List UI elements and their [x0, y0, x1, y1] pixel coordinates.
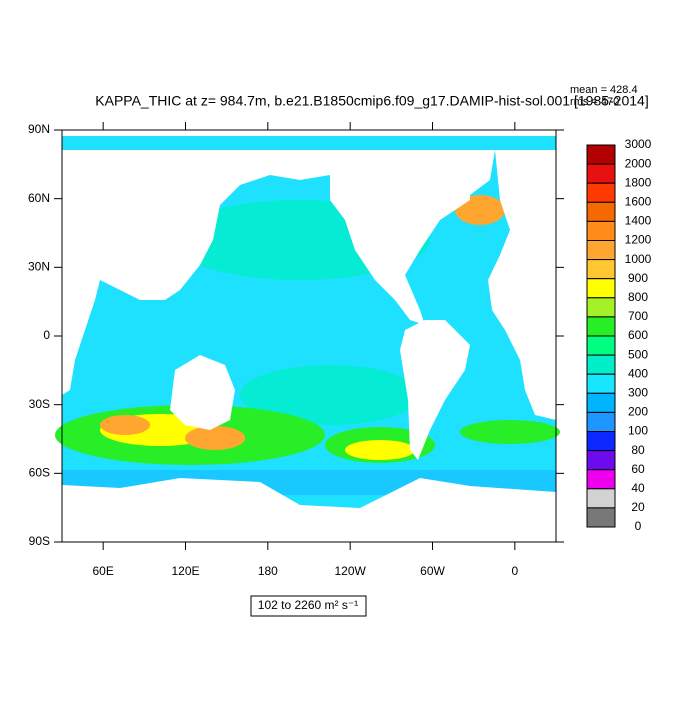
- mean-label: mean = 428.4: [570, 84, 638, 96]
- colorbar-label: 2000: [625, 156, 652, 170]
- y-tick-label: 60S: [29, 466, 50, 480]
- colorbar-box: [586, 488, 616, 509]
- band: [460, 420, 560, 444]
- colorbar-label: 800: [628, 290, 648, 304]
- colorbar-label: 0: [635, 519, 642, 533]
- colorbar-label: 1600: [625, 194, 652, 208]
- x-tick-label: 120E: [171, 564, 199, 578]
- colorbar-box: [586, 354, 616, 375]
- y-tick-label: 90S: [29, 534, 50, 548]
- y-tick-label: 90N: [28, 122, 50, 136]
- x-tick-label: 60W: [420, 564, 445, 578]
- y-tick-label: 30S: [29, 397, 50, 411]
- land: [440, 150, 495, 195]
- colorbar-label: 600: [628, 328, 648, 342]
- colorbar-box: [586, 220, 616, 241]
- land: [62, 478, 556, 542]
- colorbar-label: 20: [631, 500, 645, 514]
- y-tick-label: 60N: [28, 191, 50, 205]
- map: [55, 129, 560, 543]
- land: [400, 320, 470, 460]
- band: [100, 415, 150, 435]
- y-tick-label: 0: [43, 328, 50, 342]
- x-tick-label: 120W: [334, 564, 366, 578]
- colorbar-label: 3000: [625, 137, 652, 151]
- land: [62, 150, 330, 395]
- land: [330, 150, 470, 325]
- colorbar-label: 200: [628, 405, 648, 419]
- colorbar-box: [586, 163, 616, 184]
- colorbar-box: [586, 259, 616, 280]
- colorbar-label: 1000: [625, 252, 652, 266]
- colorbar-label: 1400: [625, 214, 652, 228]
- colorbar-box: [586, 316, 616, 337]
- colorbar-label: 60: [631, 462, 645, 476]
- x-tick-label: 180: [258, 564, 278, 578]
- colorbar-box: [586, 297, 616, 318]
- colorbar-label: 1200: [625, 233, 652, 247]
- range-box: [250, 595, 367, 617]
- band: [455, 195, 505, 225]
- gyre: [240, 365, 420, 425]
- x-tick-label: 0: [511, 564, 518, 578]
- colorbar-label: 100: [628, 424, 648, 438]
- y-tick-label: 30N: [28, 260, 50, 274]
- colorbar-label: 300: [628, 385, 648, 399]
- colorbar-box: [586, 335, 616, 356]
- colorbar-label: 40: [631, 481, 645, 495]
- colorbar-box: [586, 182, 616, 203]
- colorbar-box: [586, 411, 616, 432]
- colorbar-label: 700: [628, 309, 648, 323]
- colorbar-label: 1800: [625, 175, 652, 189]
- band: [345, 440, 415, 460]
- colorbar-box: [586, 431, 616, 452]
- land: [488, 150, 556, 420]
- rms-label: rms = 470: [570, 96, 619, 108]
- land: [170, 355, 235, 430]
- range-label: 102 to 2260 m² s⁻¹: [258, 598, 358, 612]
- colorbar-box: [586, 450, 616, 471]
- x-tick-label: 60E: [92, 564, 113, 578]
- colorbar-box: [586, 201, 616, 222]
- colorbar-box: [586, 469, 616, 490]
- colorbar-box: [586, 278, 616, 299]
- colorbar-label: 80: [631, 443, 645, 457]
- colorbar-box: [586, 373, 616, 394]
- colorbar-label: 500: [628, 347, 648, 361]
- colorbar-box: [586, 507, 616, 528]
- colorbar-box: [586, 392, 616, 413]
- colorbar-box: [586, 144, 616, 165]
- colorbar-box: [586, 240, 616, 261]
- colorbar-label: 400: [628, 366, 648, 380]
- colorbar-label: 900: [628, 271, 648, 285]
- title: KAPPA_THIC at z= 984.7m, b.e21.B1850cmip…: [95, 93, 648, 109]
- band: [185, 426, 245, 450]
